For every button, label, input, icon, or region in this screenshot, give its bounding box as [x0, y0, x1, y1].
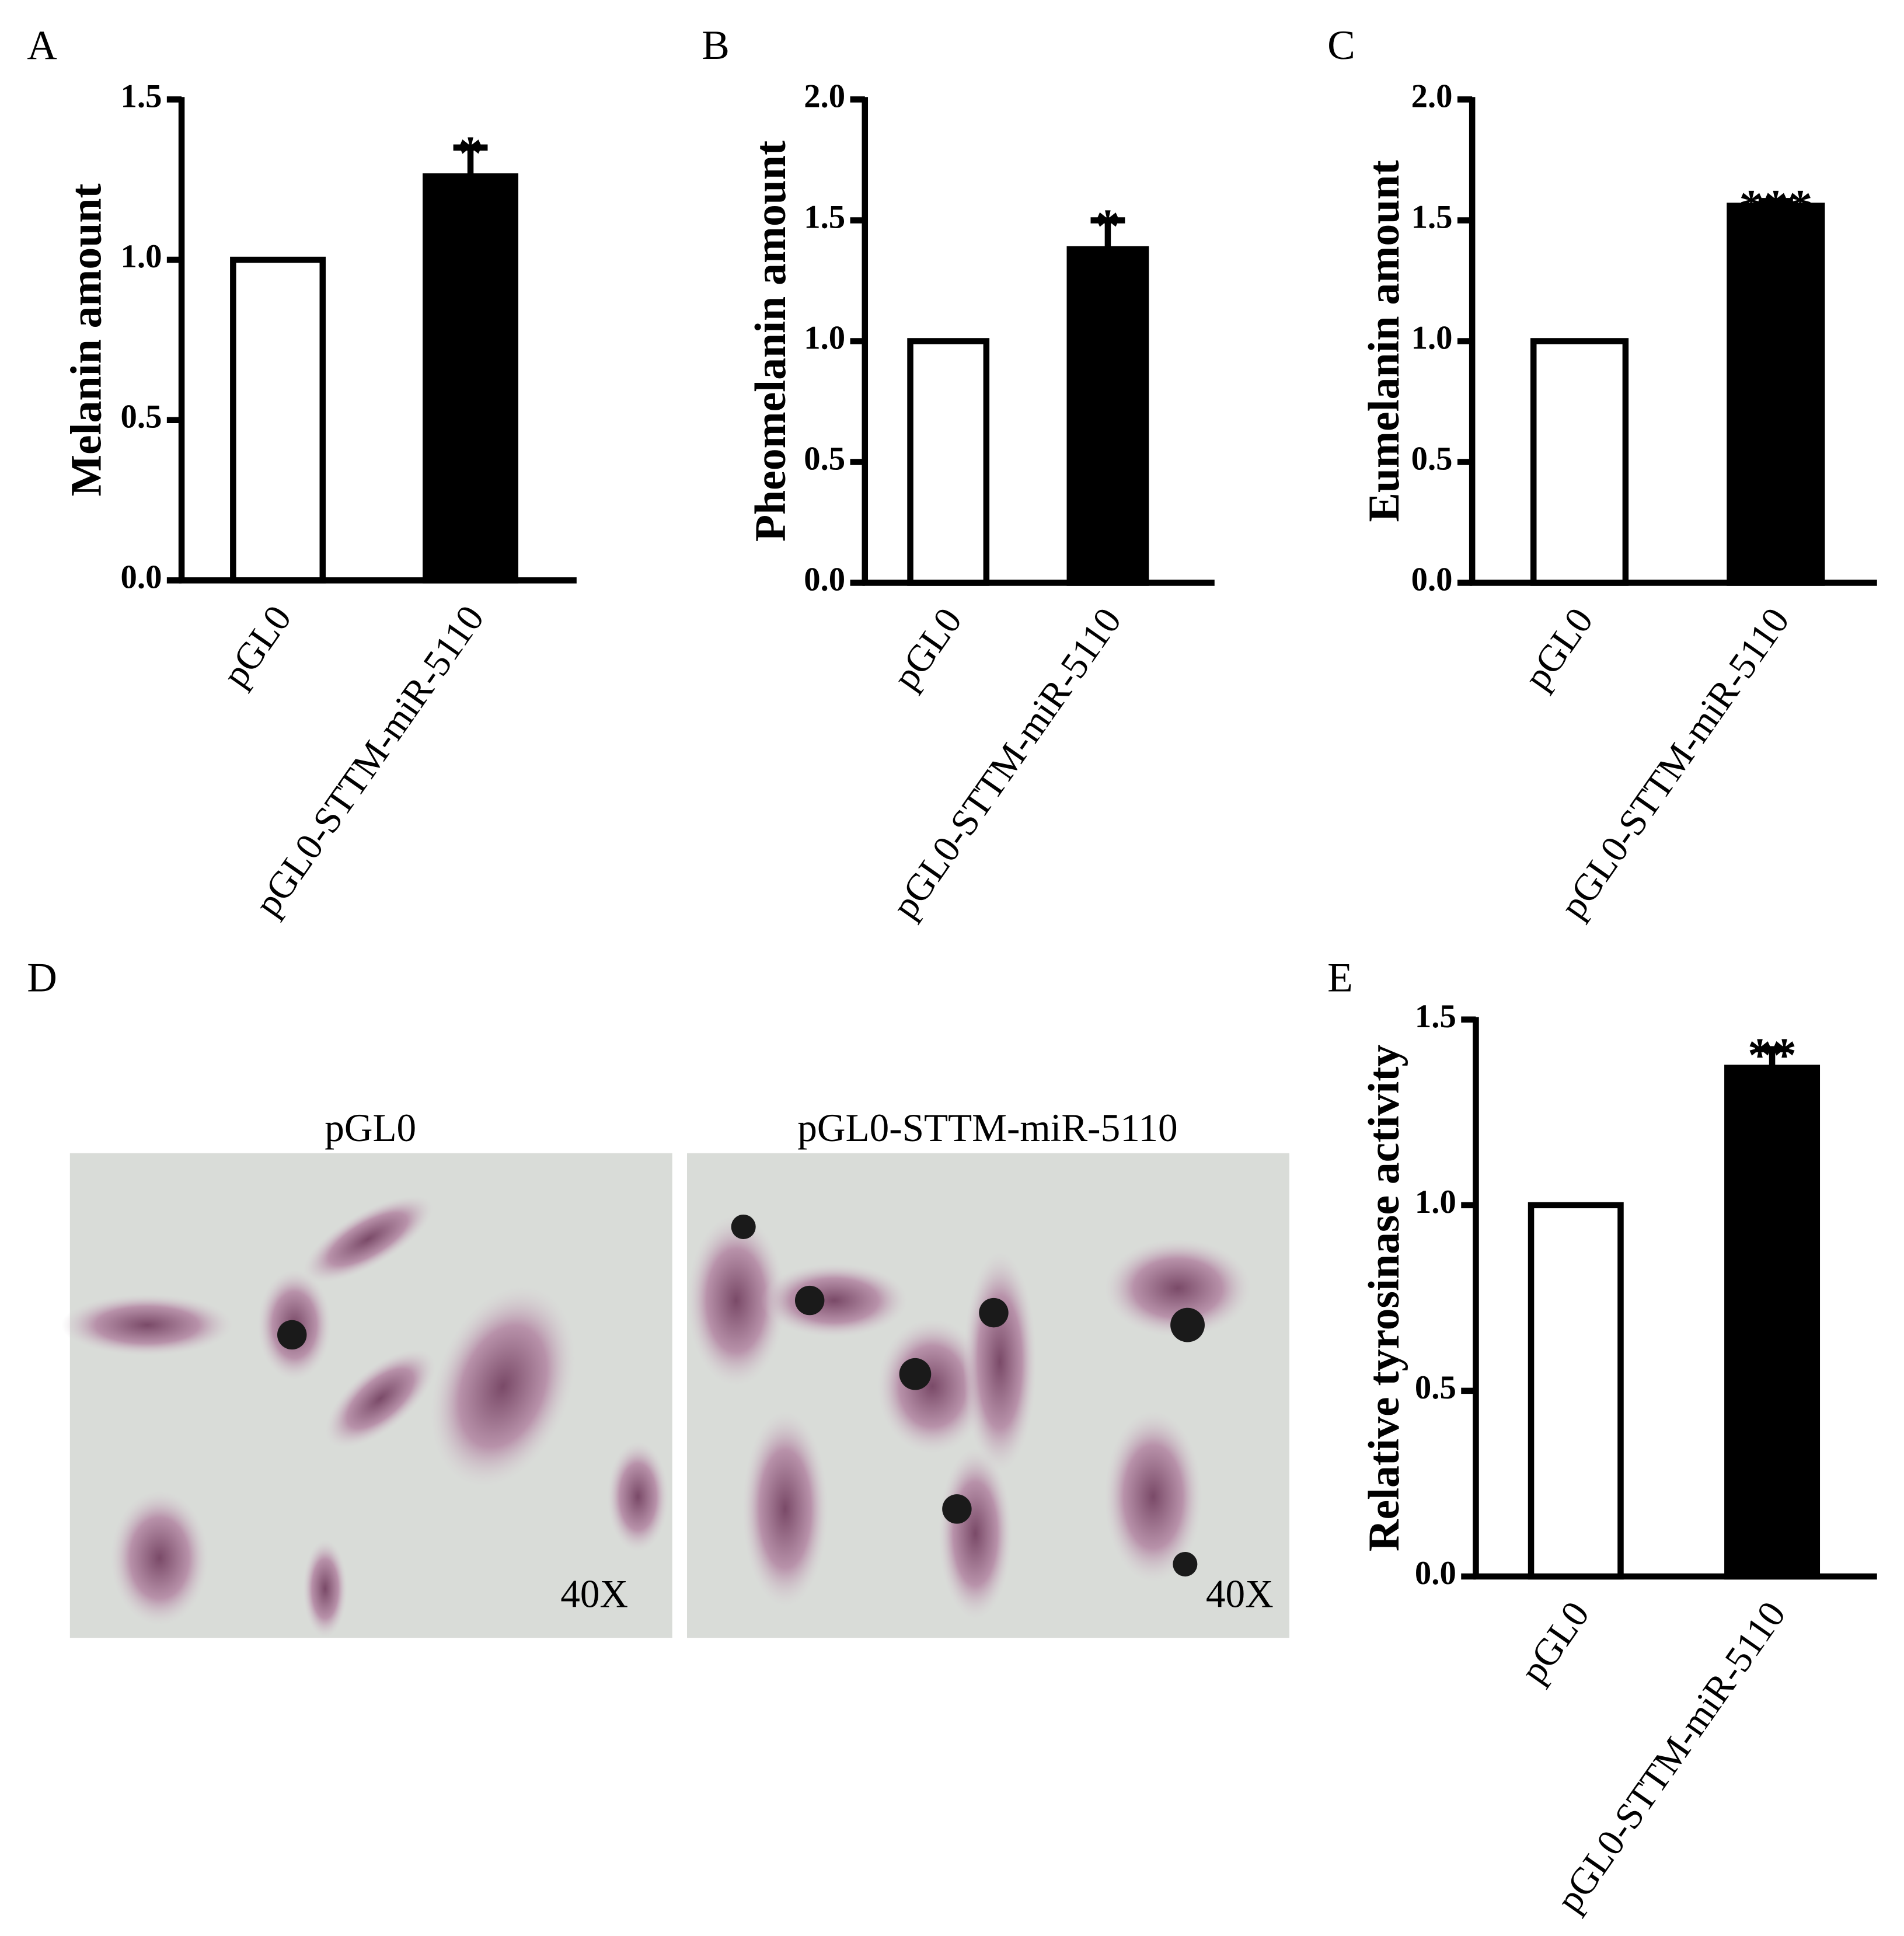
y-tick-label: 1.0: [1415, 1184, 1456, 1220]
bar: [1727, 203, 1825, 586]
panel-label: B: [702, 22, 730, 68]
magnification: 40X: [560, 1572, 628, 1616]
cells: [687, 1214, 1251, 1620]
y-axis-label: Pheomelanin amount: [747, 141, 795, 542]
micrograph-panel: D: [27, 954, 1289, 1638]
y-tick-label: 2.0: [1411, 78, 1453, 114]
y-tick-label: 1.5: [121, 78, 162, 114]
image-title: pGL0: [325, 1106, 416, 1150]
x-tick-label: pGL0: [1516, 601, 1601, 697]
bar: [423, 173, 519, 584]
significance: ***: [1739, 180, 1812, 234]
x-tick-label: pGL0-STTM-miR-5110: [247, 598, 493, 924]
significance: *: [458, 127, 483, 181]
y-tick-label: 1.5: [1415, 998, 1456, 1035]
x-tick-label: pGL0: [1512, 1594, 1598, 1691]
bar: [1528, 1202, 1624, 1580]
y-tick-label: 0.5: [1411, 441, 1453, 477]
y-tick-label: 1.0: [1411, 319, 1453, 356]
image-title: pGL0-STTM-miR-5110: [797, 1106, 1177, 1150]
bar: [1066, 246, 1149, 586]
y-tick-label: 2.0: [804, 78, 845, 114]
magnification: 40X: [1206, 1572, 1274, 1616]
panel-label: D: [27, 954, 57, 1000]
y-tick-label: 1.0: [121, 238, 162, 275]
bar: [230, 256, 326, 584]
bar: [1530, 338, 1629, 586]
bar: [907, 338, 990, 586]
x-tick-label: pGL0-STTM-miR-5110: [1549, 1594, 1794, 1920]
cells: [61, 1195, 669, 1638]
y-tick-label: 0.0: [1415, 1555, 1456, 1592]
y-tick-label: 0.5: [121, 399, 162, 435]
y-axis-label: Melanin amount: [62, 183, 110, 496]
y-tick-label: 0.5: [1415, 1369, 1456, 1406]
x-tick-label: pGL0: [885, 601, 970, 697]
y-tick-label: 0.0: [121, 559, 162, 595]
significance: **: [1748, 1028, 1797, 1082]
bar: [1724, 1065, 1821, 1580]
panel-label: A: [27, 22, 57, 68]
y-tick-label: 1.0: [804, 319, 845, 356]
y-axis-label: Eumelanin amount: [1360, 160, 1408, 522]
x-tick-label: pGL0: [214, 598, 299, 695]
x-tick-label: pGL0-STTM-miR-5110: [1552, 601, 1798, 926]
y-tick-label: 0.5: [804, 441, 845, 477]
y-tick-label: 0.0: [1411, 561, 1453, 598]
panel-label: E: [1327, 954, 1353, 1000]
y-tick-label: 1.5: [1411, 198, 1453, 235]
y-axis-label: Relative tyrosinase activity: [1360, 1044, 1408, 1551]
significance: *: [1096, 199, 1120, 253]
panel-label: C: [1327, 22, 1355, 68]
y-tick-label: 0.0: [804, 561, 845, 598]
y-tick-label: 1.5: [804, 198, 845, 235]
